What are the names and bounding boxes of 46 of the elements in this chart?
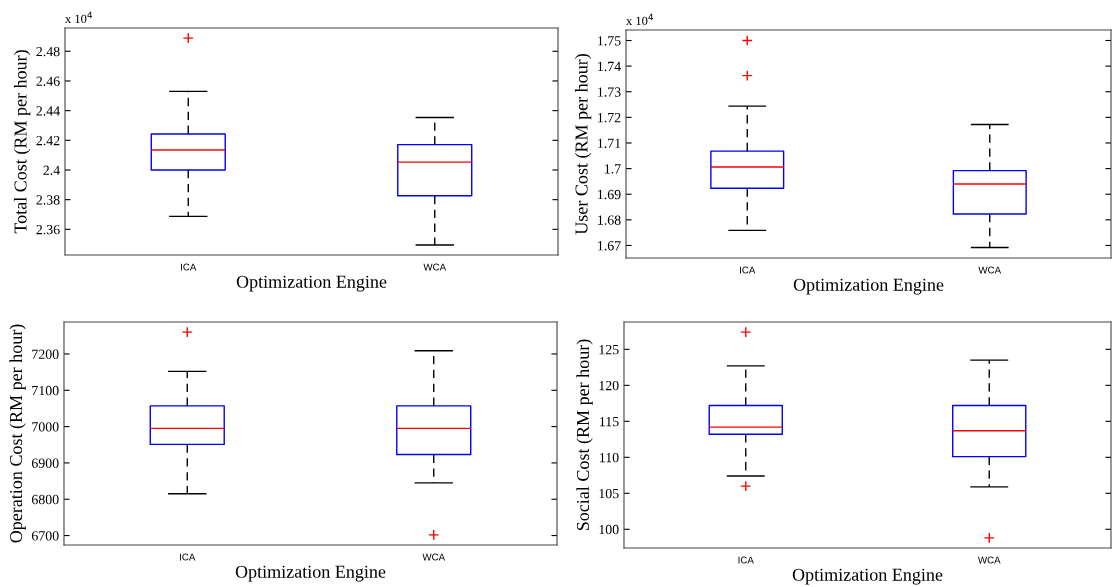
- text: x 10$^{4}$: [65, 11, 93, 24]
- x-tick-label: ICA: [181, 263, 197, 271]
- x-tick-label: ICA: [180, 553, 196, 561]
- y-tick-label: 2.4: [43, 165, 60, 175]
- y-tick-label: 7100: [32, 385, 59, 396]
- x-axis-title: Optimization Engine: [235, 565, 386, 582]
- x-tick-label: ICA: [738, 556, 754, 564]
- x-tick-label: WCA: [423, 263, 447, 271]
- y-tick-label: 115: [600, 416, 619, 427]
- y-tick-label: 110: [600, 452, 619, 463]
- y-tick-label: 1.72: [598, 112, 621, 123]
- x-tick-label: ICA: [740, 266, 756, 274]
- y-tick-label: 2.38: [36, 195, 60, 205]
- y-tick-label: 1.67: [598, 241, 621, 251]
- y-tick-label: 125: [599, 344, 619, 355]
- y-axis-title: Operation Cost (RM per hour): [9, 324, 26, 543]
- y-tick-label: 2.48: [36, 46, 60, 57]
- y-tick-label: 1.69: [598, 189, 621, 200]
- y-axis-title: Social Cost (RM per hour): [576, 339, 593, 531]
- y-tick-label: 2.42: [36, 135, 60, 146]
- y-tick-label: 2.46: [36, 76, 60, 86]
- y-tick-label: 6800: [31, 494, 59, 505]
- y-tick-label: 1.74: [598, 61, 621, 72]
- x-axis-title: Optimization Engine: [792, 568, 943, 585]
- y-tick-label: 2.44: [36, 106, 60, 116]
- y-tick-label: 1.71: [598, 138, 621, 148]
- x-axis-title: Optimization Engine: [793, 278, 944, 295]
- y-tick-label: 120: [599, 380, 619, 391]
- y-tick-label: 7200: [32, 349, 59, 359]
- y-tick-label: 1.75: [598, 36, 621, 46]
- y-tick-label: 1.7: [605, 164, 621, 174]
- x-tick-label: WCA: [422, 553, 446, 561]
- x-axis-title: Optimization Engine: [236, 275, 387, 292]
- y-axis-title: Total Cost (RM per hour): [13, 50, 31, 234]
- x-tick-label: WCA: [977, 556, 1001, 564]
- y-tick-label: 1.68: [598, 215, 621, 225]
- y-axis-title: User Cost (RM per hour): [574, 54, 592, 235]
- y-tick-label: 105: [599, 488, 619, 499]
- y-tick-label: 100: [599, 524, 619, 535]
- x-tick-label: WCA: [978, 266, 1002, 274]
- y-tick-label: 6900: [31, 458, 59, 468]
- text: x 10$^{4}$: [626, 13, 654, 26]
- y-tick-label: 6700: [31, 531, 59, 541]
- y-tick-label: 2.36: [36, 224, 60, 235]
- y-tick-label: 1.73: [598, 87, 621, 97]
- y-tick-label: 7000: [32, 422, 59, 432]
